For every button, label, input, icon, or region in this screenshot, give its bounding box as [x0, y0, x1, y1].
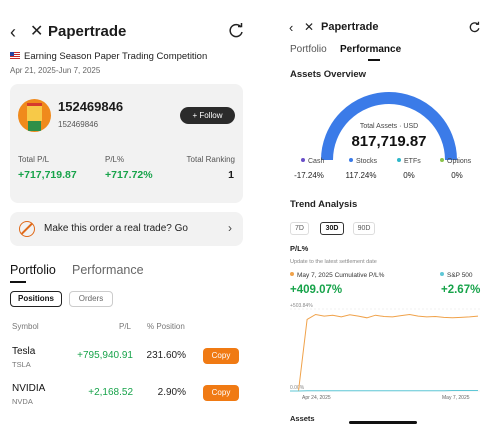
- assets-overview-title: Assets Overview: [290, 69, 367, 80]
- legend-cumulative: May 7, 2025 Cumulative P/L%: [290, 272, 384, 279]
- x-tick-end: May 7, 2025: [442, 395, 470, 401]
- real-trade-text: Make this order a real trade? Go: [44, 223, 188, 234]
- user-sub-id: 152469846: [58, 120, 99, 129]
- row-pl: +795,940.91: [77, 350, 133, 361]
- copy-button[interactable]: Copy: [203, 385, 239, 401]
- stat-label-total-pl: Total P/L: [18, 155, 50, 164]
- assets-gauge: [321, 92, 457, 160]
- close-icon[interactable]: ✕: [304, 20, 315, 34]
- stat-label-ranking: Total Ranking: [186, 155, 235, 164]
- total-assets-value: 817,719.87: [351, 133, 427, 150]
- series-sp500-line: [290, 390, 478, 392]
- tab-portfolio[interactable]: Portfolio: [10, 263, 56, 277]
- page-title: Papertrade: [48, 23, 127, 40]
- alloc-options: Options: [440, 158, 471, 165]
- alloc-options-value: 0%: [451, 171, 463, 180]
- alloc-stocks: Stocks: [349, 158, 377, 165]
- col-pl: P/L: [119, 322, 132, 331]
- page-title: Papertrade: [321, 21, 379, 33]
- subtab-orders[interactable]: Orders: [69, 291, 113, 307]
- close-icon[interactable]: ✕: [30, 23, 44, 40]
- col-symbol: Symbol: [12, 322, 39, 331]
- alloc-etfs-value: 0%: [403, 171, 415, 180]
- x-tick-start: Apr 24, 2025: [302, 395, 331, 401]
- avatar[interactable]: [18, 99, 51, 132]
- top-bar: ‹ ✕ Papertrade: [0, 21, 256, 43]
- series-cumulative-line: [290, 313, 479, 392]
- tab-performance[interactable]: Performance: [72, 263, 144, 277]
- copy-button[interactable]: Copy: [203, 348, 239, 364]
- subtab-positions[interactable]: Positions: [10, 291, 62, 307]
- competition-name: Earning Season Paper Trading Competition: [24, 51, 208, 62]
- alloc-etfs: ETFs: [397, 158, 421, 165]
- tab-portfolio[interactable]: Portfolio: [290, 44, 327, 55]
- chevron-right-icon: ›: [228, 221, 232, 235]
- back-icon[interactable]: ‹: [10, 22, 16, 42]
- range-30d[interactable]: 30D: [320, 222, 344, 235]
- tab-performance[interactable]: Performance: [340, 44, 402, 55]
- competition-title: Earning Season Paper Trading Competition: [10, 51, 207, 62]
- range-7d[interactable]: 7D: [290, 222, 309, 235]
- stat-pl-pct: +717.72%: [105, 169, 153, 181]
- range-90d[interactable]: 90D: [353, 222, 375, 235]
- user-id: 152469846: [58, 99, 124, 114]
- row-pct: 2.90%: [157, 387, 186, 398]
- pl-pct-title: P/L%: [290, 244, 309, 253]
- back-icon[interactable]: ‹: [289, 20, 294, 35]
- stat-total-pl: +717,719.87: [18, 169, 77, 181]
- stat-ranking: 1: [228, 169, 234, 181]
- y-tick-zero: 0.00%: [290, 385, 305, 391]
- competition-dates: Apr 21, 2025-Jun 7, 2025: [10, 66, 101, 75]
- alloc-cash: Cash: [301, 158, 324, 165]
- row-ticker: TSLA: [12, 360, 31, 369]
- tab-underline: [10, 281, 26, 283]
- cumulative-pl-value: +409.07%: [290, 284, 343, 296]
- pl-pct-subtitle: Update to the latest settlement date: [290, 259, 377, 265]
- row-ticker: NVDA: [12, 397, 33, 406]
- right-screen: ‹ ✕ Papertrade Portfolio Performance Ass…: [273, 0, 491, 434]
- swap-icon: [19, 221, 35, 237]
- stat-label-pl-pct: P/L%: [105, 155, 125, 164]
- legend-sp500: S&P 500: [440, 272, 473, 279]
- pl-line-chart: +503.84% 0.00% Apr 24, 2025 May 7, 2025: [290, 303, 480, 401]
- assets-footer-title: Assets: [290, 414, 315, 423]
- alloc-cash-value: -17.24%: [294, 171, 324, 180]
- trend-analysis-title: Trend Analysis: [290, 199, 358, 210]
- row-symbol: Tesla: [12, 346, 36, 357]
- tab-underline: [368, 59, 380, 61]
- row-pl: +2,168.52: [88, 387, 133, 398]
- total-assets-label: Total Assets · USD: [359, 123, 419, 130]
- refresh-icon[interactable]: [227, 22, 245, 40]
- sp500-value: +2.67%: [441, 284, 481, 296]
- home-indicator: [349, 421, 417, 424]
- us-flag-icon: [10, 52, 20, 59]
- col-position: % Position: [147, 322, 185, 331]
- row-symbol: NVIDIA: [12, 383, 46, 394]
- left-screen: ‹ ✕ Papertrade Earning Season Paper Trad…: [0, 0, 256, 434]
- follow-button[interactable]: + Follow: [180, 107, 235, 124]
- user-card: 152469846 152469846 + Follow Total P/L P…: [10, 84, 243, 203]
- refresh-icon[interactable]: [468, 21, 481, 34]
- real-trade-banner[interactable]: Make this order a real trade? Go ›: [10, 212, 243, 246]
- row-pct: 231.60%: [146, 350, 186, 361]
- alloc-stocks-value: 117.24%: [345, 171, 377, 180]
- y-tick-top: +503.84%: [290, 303, 313, 309]
